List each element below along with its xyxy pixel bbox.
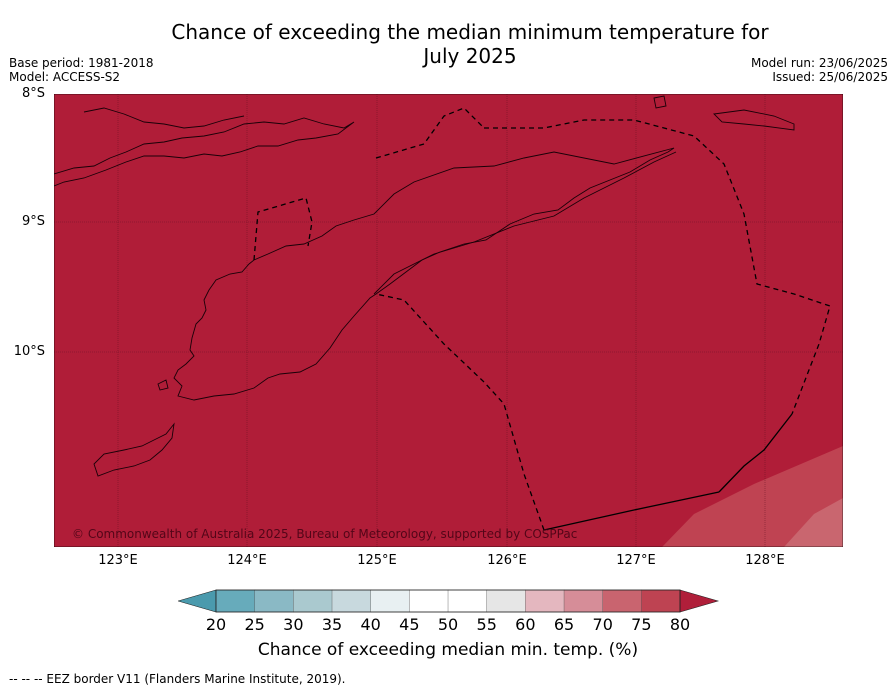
copyright-text: © Commonwealth of Australia 2025, Bureau… [72, 527, 577, 541]
colorbar-cell [293, 589, 333, 613]
colorbar-label: Chance of exceeding median min. temp. (%… [257, 640, 639, 660]
lon-label-127e: 127°E [616, 553, 656, 568]
issued-date: Issued: 25/06/2025 [772, 70, 888, 84]
eez-border-west [375, 293, 545, 531]
probability-fill-80-plus [54, 94, 843, 547]
lon-label-124e: 124°E [227, 553, 267, 568]
model-name: Model: ACCESS-S2 [9, 70, 121, 84]
lat-label-10s: 10°S [13, 344, 45, 359]
eez-border-east [484, 119, 831, 415]
eez-border-south [543, 491, 720, 531]
eez-borders [253, 107, 831, 531]
eez-footnote: -- -- -- EEZ border V11 (Flanders Marine… [9, 672, 346, 686]
colorbar-cell [370, 589, 410, 613]
probability-fill-70-75 [784, 498, 843, 547]
small-islet [157, 379, 169, 391]
colorbar-tick-label: 40 [360, 615, 381, 634]
kisar-islet [653, 95, 667, 109]
colorbar-arrow-high [679, 589, 720, 613]
colorbar-cell [602, 589, 642, 613]
meta-left: Base period: 1981-2018 Model: ACCESS-S2 [9, 56, 154, 84]
colorbar-tick-label: 45 [399, 615, 420, 634]
colorbar-tick-label: 25 [244, 615, 265, 634]
colorbar-tick-label: 65 [553, 615, 575, 634]
coastlines [54, 95, 795, 477]
model-run: Model run: 23/06/2025 [750, 56, 888, 70]
timor-coastline [173, 147, 675, 401]
colorbar-tick-label: 30 [283, 615, 304, 634]
lat-label-8s: 8°S [21, 86, 45, 101]
colorbar-tick-label: 60 [515, 615, 536, 634]
graticule [54, 94, 843, 547]
eez-border-east-solid [718, 413, 793, 493]
meta-right: Model run: 23/06/2025 Issued: 25/06/2025 [751, 56, 888, 84]
eez-border-north [375, 107, 485, 159]
inner-coast-line [373, 151, 677, 295]
colorbar-cell [254, 589, 294, 613]
flores-islands-coastline [83, 107, 245, 129]
colorbar-cell [409, 589, 449, 613]
colorbar-arrow-low [178, 589, 217, 613]
colorbar-cell [331, 589, 372, 613]
colorbar [178, 589, 720, 613]
colorbar-cell [486, 589, 526, 613]
base-period: Base period: 1981-2018 [9, 56, 154, 70]
colorbar-cell [525, 589, 565, 613]
colorbar-tick-label: 55 [476, 615, 497, 634]
colorbar-tick-label: 20 [205, 615, 227, 634]
lat-label-9s: 9°S [21, 214, 45, 229]
forecast-map: © Commonwealth of Australia 2025, Bureau… [54, 94, 843, 547]
title-line-1: Chance of exceeding the median minimum t… [171, 20, 769, 44]
rote-coastline [93, 422, 175, 477]
colorbar-tick-label: 35 [321, 615, 343, 634]
colorbar-tick-label: 70 [592, 615, 613, 634]
map-title: Chance of exceeding the median minimum t… [140, 20, 800, 68]
lon-label-125e: 125°E [357, 553, 397, 568]
title-line-2: July 2025 [423, 44, 517, 68]
colorbar-tick-label: 50 [437, 615, 459, 634]
lon-label-123e: 123°E [98, 553, 138, 568]
colorbar-cell [447, 589, 488, 613]
colorbar-cell [641, 589, 681, 613]
lon-label-128e: 128°E [745, 553, 785, 568]
colorbar-cell [215, 589, 256, 613]
alor-islands-coastline [54, 117, 355, 187]
lon-label-126e: 126°E [487, 553, 527, 568]
wetar-coastline [713, 109, 795, 131]
probability-fill-75-80 [662, 446, 843, 547]
colorbar-tick-label: 80 [669, 615, 691, 634]
colorbar-tick-label: 75 [631, 615, 652, 634]
colorbar-cell [563, 589, 604, 613]
